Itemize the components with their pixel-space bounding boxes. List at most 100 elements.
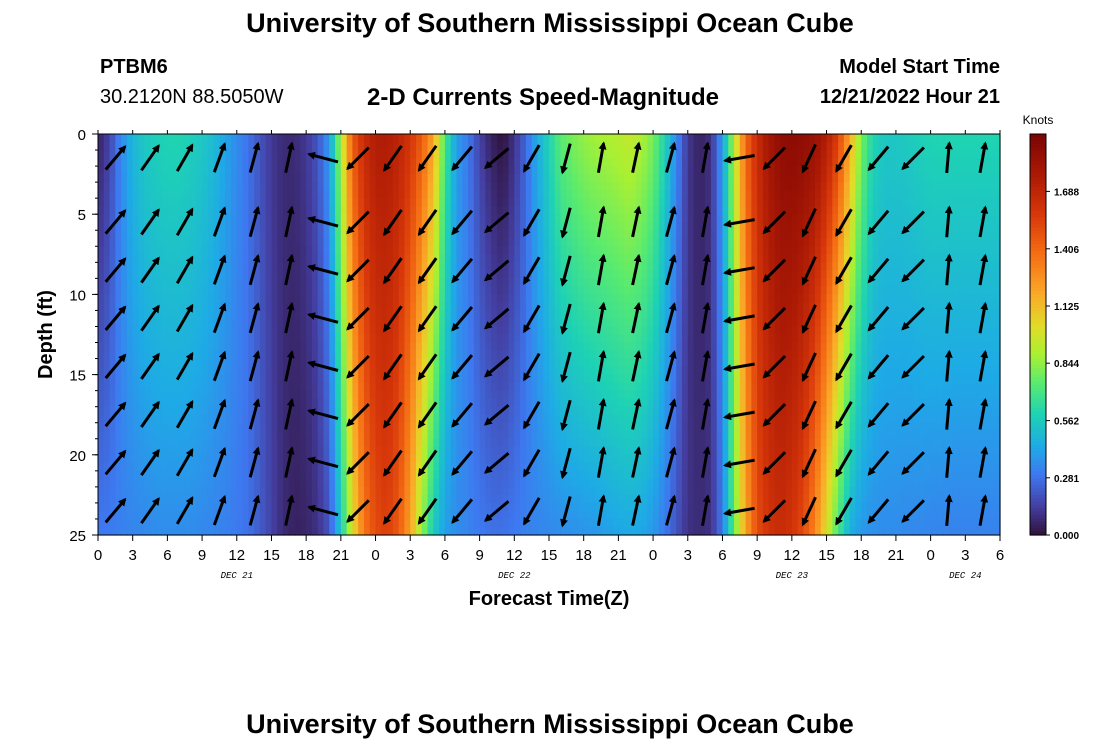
- speed-cell: [577, 510, 585, 520]
- speed-cell: [132, 150, 140, 159]
- speed-cell: [103, 518, 111, 528]
- speed-cell: [98, 454, 105, 464]
- speed-cell: [554, 206, 562, 215]
- speed-cell: [103, 470, 111, 480]
- speed-cell: [121, 518, 128, 528]
- speed-cell: [352, 326, 359, 336]
- speed-cell: [213, 214, 221, 223]
- speed-cell: [202, 262, 209, 271]
- speed-cell: [98, 510, 105, 520]
- speed-cell: [589, 174, 596, 183]
- speed-cell: [277, 470, 284, 480]
- speed-cell: [329, 286, 336, 295]
- speed-cell: [416, 142, 423, 151]
- speed-cell: [306, 518, 313, 528]
- speed-cell: [340, 214, 348, 223]
- speed-cell: [421, 478, 429, 488]
- speed-cell: [381, 190, 388, 199]
- speed-cell: [236, 398, 244, 408]
- speed-cell: [543, 278, 550, 287]
- speed-cell: [531, 398, 539, 408]
- speed-cell: [346, 342, 354, 352]
- speed-cell: [392, 206, 400, 215]
- speed-cell: [369, 254, 377, 263]
- speed-cell: [329, 174, 336, 183]
- speed-cell: [173, 438, 180, 448]
- speed-cell: [242, 238, 249, 247]
- speed-cell: [589, 430, 596, 440]
- speed-cell: [416, 302, 423, 312]
- speed-cell: [595, 430, 602, 440]
- speed-cell: [230, 222, 238, 231]
- speed-cell: [150, 478, 157, 488]
- speed-cell: [508, 142, 515, 151]
- speed-cell: [375, 374, 382, 384]
- speed-cell: [98, 494, 105, 504]
- speed-cell: [329, 374, 336, 384]
- speed-cell: [340, 158, 348, 167]
- speed-cell: [531, 222, 539, 231]
- speed-cell: [410, 398, 417, 408]
- speed-cell: [450, 182, 458, 191]
- speed-cell: [566, 326, 573, 336]
- speed-cell: [259, 278, 267, 287]
- speed-cell: [230, 206, 238, 215]
- speed-cell: [416, 366, 423, 376]
- speed-cell: [583, 214, 591, 223]
- speed-cell: [173, 158, 180, 167]
- speed-cell: [479, 478, 486, 488]
- speed-cell: [381, 270, 388, 279]
- speed-cell: [173, 182, 180, 191]
- speed-cell: [404, 382, 411, 392]
- speed-cell: [479, 222, 486, 231]
- speed-cell: [207, 230, 215, 239]
- speed-cell: [173, 270, 180, 279]
- speed-cell: [496, 246, 504, 255]
- speed-cell: [421, 406, 429, 416]
- speed-cell: [363, 390, 371, 400]
- speed-cell: [346, 198, 354, 207]
- speed-cell: [126, 494, 134, 504]
- speed-cell: [103, 398, 111, 408]
- speed-cell: [283, 222, 290, 231]
- speed-cell: [242, 382, 249, 392]
- speed-cell: [635, 318, 643, 328]
- speed-cell: [225, 150, 232, 159]
- speed-cell: [491, 182, 498, 191]
- speed-cell: [514, 526, 521, 536]
- speed-cell: [161, 166, 168, 175]
- speed-cell: [612, 414, 619, 424]
- speed-cell: [167, 510, 174, 520]
- speed-cell: [121, 214, 128, 223]
- speed-cell: [265, 358, 273, 368]
- speed-cell: [271, 454, 278, 464]
- speed-cell: [618, 414, 625, 424]
- speed-cell: [277, 374, 284, 384]
- speed-cell: [346, 142, 354, 151]
- speed-cell: [346, 310, 354, 320]
- speed-cell: [329, 230, 336, 239]
- speed-cell: [543, 382, 550, 392]
- speed-cell: [311, 518, 319, 528]
- speed-cell: [444, 262, 452, 271]
- speed-cell: [369, 214, 377, 223]
- speed-cell: [300, 174, 307, 183]
- speed-cell: [479, 262, 486, 271]
- speed-cell: [560, 526, 567, 536]
- speed-cell: [624, 174, 631, 183]
- speed-cell: [514, 382, 521, 392]
- speed-cell: [572, 454, 579, 464]
- speed-cell: [340, 246, 348, 255]
- speed-cell: [207, 214, 215, 223]
- speed-cell: [196, 414, 203, 424]
- speed-cell: [311, 494, 319, 504]
- speed-cell: [462, 182, 469, 191]
- speed-cell: [491, 150, 498, 159]
- speed-cell: [520, 150, 527, 159]
- speed-cell: [346, 478, 354, 488]
- speed-cell: [311, 158, 319, 167]
- speed-cell: [311, 166, 319, 175]
- speed-cell: [589, 182, 596, 191]
- speed-cell: [248, 174, 255, 183]
- speed-cell: [410, 150, 417, 159]
